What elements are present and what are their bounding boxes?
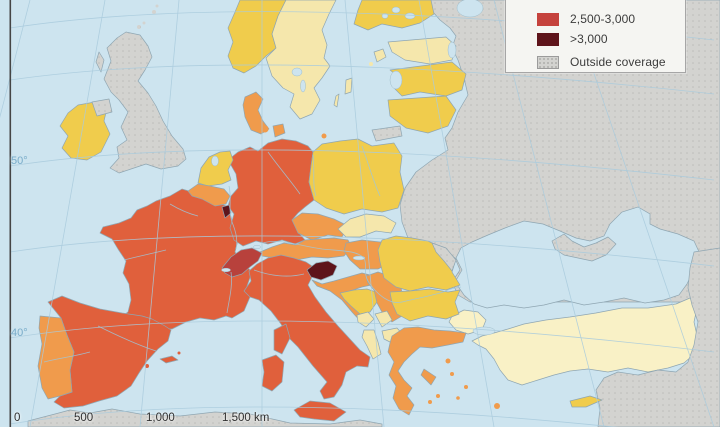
latitude-label-40: 40° [11,327,28,339]
rivers [43,145,462,363]
country-lithuania [387,95,457,134]
map-legend: 2,500-3,000 >3,000 Outside coverage [505,0,686,73]
island-sicily [293,400,347,422]
island-corsica [273,323,291,355]
region-northern-ireland [91,98,113,117]
island-sardinia [261,354,285,392]
region-moldova [431,242,457,272]
scale-tick-1000: 1,000 [146,412,175,424]
country-poland [308,138,405,215]
country-kosovo [374,310,393,328]
scale-tick-0: 0 [14,412,21,424]
legend-label: Outside coverage [570,55,666,69]
country-estonia [387,36,457,65]
country-sweden [265,0,337,120]
legend-item: 2,500-3,000 [537,11,635,27]
country-united-kingdom [103,31,187,174]
region-kaliningrad [371,125,403,142]
swedish-islands [333,77,353,108]
country-portugal [37,315,75,400]
legend-item: >3,000 [537,31,608,47]
legend-label: 2,500-3,000 [570,12,636,26]
region-outside-middle-east [595,247,720,427]
legend-label: >3,000 [570,32,608,46]
country-bulgaria [389,288,461,322]
country-italy [243,254,371,400]
country-cyprus [569,395,603,408]
scottish-islands [95,4,159,73]
country-greece [387,326,467,416]
country-switzerland [221,247,263,278]
latitude-label-50: 50° [11,155,28,167]
greek-islands [420,358,500,409]
country-finland [353,0,435,31]
legend-item: Outside coverage [537,54,666,70]
country-turkey-anatolia [471,297,699,386]
country-albania [361,329,382,360]
country-luxembourg [221,204,232,219]
scale-tick-500: 500 [74,412,94,424]
balearic-islands [145,351,181,368]
country-netherlands [197,150,234,187]
legend-swatch-outside-coverage [537,55,559,69]
country-slovakia [337,213,397,238]
lakes [211,0,496,336]
scale-tick-1500km: 1,500 km [222,412,270,424]
country-bosnia [339,288,378,315]
legend-swatch-over-3000 [537,32,559,46]
region-outside-north-africa [27,408,383,427]
country-denmark [242,91,327,139]
estonian-islands [369,48,387,66]
country-slovenia [306,260,338,281]
legend-swatch-2500-3000 [537,12,559,26]
country-belgium [187,183,231,207]
map-frame-left-edge [9,0,12,427]
